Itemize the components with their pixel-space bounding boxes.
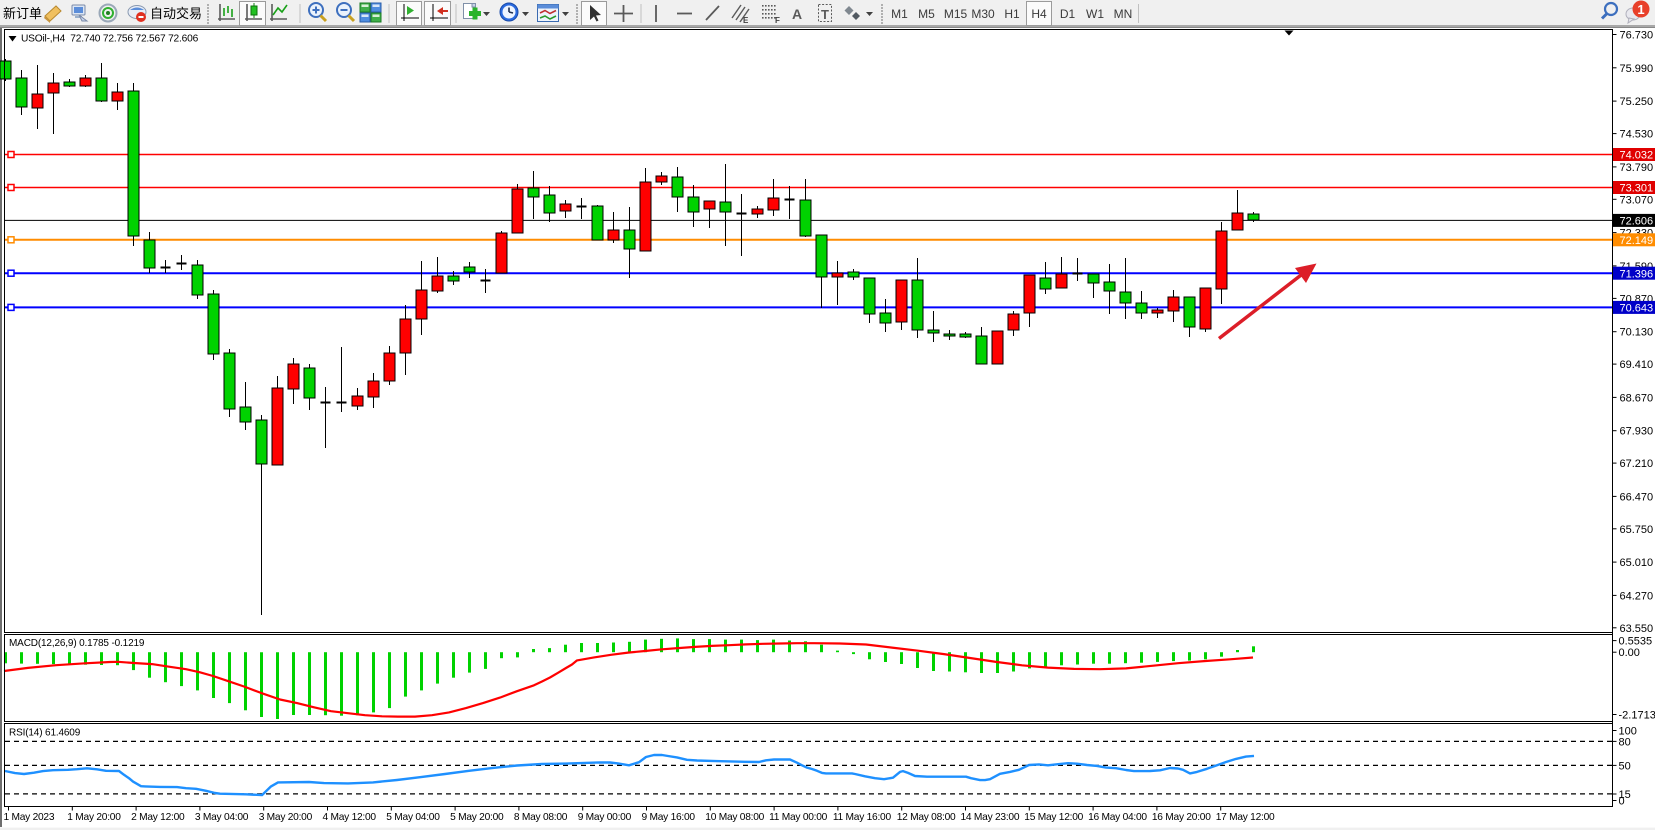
svg-text:H4: H4 — [1031, 7, 1047, 21]
svg-text:H1: H1 — [1004, 7, 1020, 21]
svg-text:15 May 12:00: 15 May 12:00 — [1024, 812, 1083, 823]
svg-text:A: A — [792, 6, 802, 22]
svg-text:RSI(14) 61.4609: RSI(14) 61.4609 — [9, 728, 81, 739]
svg-text:11 May 16:00: 11 May 16:00 — [833, 812, 892, 823]
svg-text:65.010: 65.010 — [1620, 557, 1654, 569]
svg-text:11 May 00:00: 11 May 00:00 — [769, 812, 828, 823]
svg-text:USOil-,H4 72.740 72.756 72.56: USOil-,H4 72.740 72.756 72.567 72.606 — [21, 34, 199, 45]
svg-text:3 May 04:00: 3 May 04:00 — [195, 812, 249, 823]
svg-text:4 May 12:00: 4 May 12:00 — [323, 812, 377, 823]
svg-text:M15: M15 — [944, 7, 968, 21]
svg-text:16 May 20:00: 16 May 20:00 — [1152, 812, 1211, 823]
svg-text:71.396: 71.396 — [1620, 268, 1654, 280]
svg-text:70.130: 70.130 — [1620, 327, 1654, 339]
svg-text:16 May 04:00: 16 May 04:00 — [1088, 812, 1147, 823]
svg-text:50: 50 — [1619, 760, 1631, 772]
svg-text:12 May 08:00: 12 May 08:00 — [897, 812, 956, 823]
svg-text:5 May 04:00: 5 May 04:00 — [386, 812, 440, 823]
svg-text:80: 80 — [1619, 736, 1631, 748]
svg-text:1 May 2023: 1 May 2023 — [4, 812, 55, 823]
svg-text:MN: MN — [1114, 7, 1133, 21]
svg-text:63.550: 63.550 — [1620, 623, 1654, 635]
svg-text:65.750: 65.750 — [1620, 524, 1654, 536]
svg-text:MACD(12,26,9) 0.1785 -0.1219: MACD(12,26,9) 0.1785 -0.1219 — [9, 638, 145, 649]
svg-text:2 May 12:00: 2 May 12:00 — [131, 812, 185, 823]
svg-text:自动交易: 自动交易 — [150, 6, 202, 21]
svg-text:-2.1713: -2.1713 — [1619, 710, 1655, 722]
svg-text:E: E — [743, 16, 749, 25]
svg-text:10 May 08:00: 10 May 08:00 — [705, 812, 764, 823]
svg-text:新订单: 新订单 — [3, 6, 42, 21]
svg-text:5 May 20:00: 5 May 20:00 — [450, 812, 504, 823]
svg-text:69.410: 69.410 — [1620, 359, 1654, 371]
svg-text:72.606: 72.606 — [1620, 216, 1654, 228]
svg-text:D1: D1 — [1060, 7, 1076, 21]
svg-text:M30: M30 — [971, 7, 995, 21]
svg-text:67.930: 67.930 — [1620, 426, 1654, 438]
svg-text:100: 100 — [1619, 726, 1637, 738]
svg-text:3 May 20:00: 3 May 20:00 — [259, 812, 313, 823]
svg-text:14 May 23:00: 14 May 23:00 — [961, 812, 1020, 823]
svg-text:M5: M5 — [918, 7, 935, 21]
svg-text:76.730: 76.730 — [1620, 30, 1654, 42]
svg-text:73.790: 73.790 — [1620, 162, 1654, 174]
svg-text:9 May 16:00: 9 May 16:00 — [642, 812, 696, 823]
svg-text:1: 1 — [1637, 2, 1644, 17]
svg-text:70.643: 70.643 — [1620, 303, 1654, 315]
svg-text:67.210: 67.210 — [1620, 458, 1654, 470]
svg-text:68.670: 68.670 — [1620, 392, 1654, 404]
svg-text:0.00: 0.00 — [1619, 647, 1640, 659]
svg-text:64.270: 64.270 — [1620, 590, 1654, 602]
svg-text:9 May 00:00: 9 May 00:00 — [578, 812, 632, 823]
svg-text:75.250: 75.250 — [1620, 96, 1654, 108]
svg-text:72.149: 72.149 — [1620, 235, 1654, 247]
svg-text:M1: M1 — [891, 7, 908, 21]
svg-text:17 May 12:00: 17 May 12:00 — [1216, 812, 1275, 823]
svg-text:1 May 20:00: 1 May 20:00 — [67, 812, 121, 823]
svg-text:8 May 08:00: 8 May 08:00 — [514, 812, 568, 823]
svg-text:T: T — [821, 7, 829, 22]
svg-text:0.5535: 0.5535 — [1619, 636, 1653, 648]
svg-text:F: F — [775, 16, 780, 25]
svg-text:74.530: 74.530 — [1620, 129, 1654, 141]
svg-text:66.470: 66.470 — [1620, 491, 1654, 503]
svg-text:W1: W1 — [1086, 7, 1104, 21]
svg-text:0: 0 — [1619, 796, 1625, 808]
svg-text:15: 15 — [1619, 789, 1631, 801]
svg-text:75.990: 75.990 — [1620, 63, 1654, 75]
svg-text:73.070: 73.070 — [1620, 194, 1654, 206]
svg-text:73.301: 73.301 — [1620, 183, 1654, 195]
svg-text:74.032: 74.032 — [1620, 150, 1654, 162]
